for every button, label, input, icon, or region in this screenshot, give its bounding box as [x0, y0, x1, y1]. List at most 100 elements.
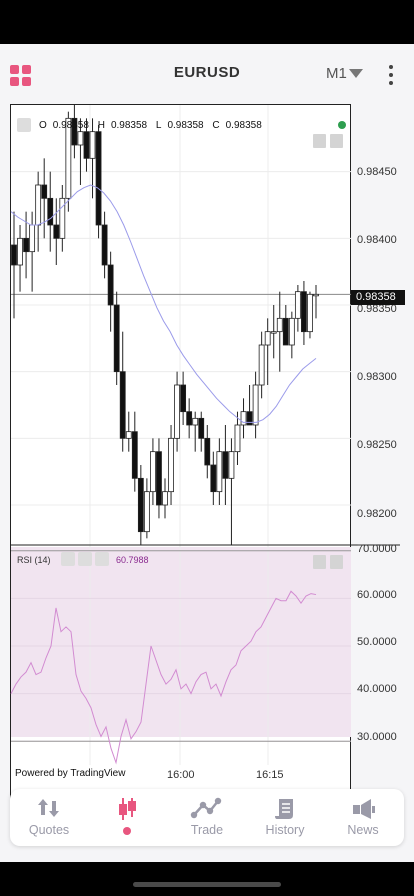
candle-body: [276, 317, 283, 333]
candle-body: [180, 384, 187, 413]
open-value: 0.98358: [52, 120, 89, 131]
candle-body: [107, 264, 114, 306]
price-axis-label: 0.98200: [357, 508, 397, 520]
candle-body: [246, 411, 253, 426]
candle-body: [162, 491, 168, 506]
rsi-down-icon[interactable]: [330, 555, 343, 569]
rsi-label: RSI (14): [17, 555, 51, 565]
price-axis-label: 0.98350: [357, 303, 397, 315]
price-axis-label: 0.98450: [357, 166, 397, 178]
close-label: C: [212, 120, 220, 131]
settings-icon[interactable]: [17, 118, 31, 132]
ohlc-readout: O 0.98358 H 0.98358 L 0.98358 C 0.98358: [39, 120, 262, 131]
candle-body: [71, 117, 78, 146]
rsi-axis-label: 70.0000: [357, 543, 397, 555]
candle-body: [41, 184, 48, 199]
arrow-down-icon[interactable]: [313, 134, 326, 148]
caret-down-icon[interactable]: [349, 69, 363, 78]
candle-body: [186, 411, 193, 426]
moving-average-line: [10, 184, 317, 423]
high-label: H: [97, 120, 105, 131]
rsi-up-icon[interactable]: [313, 555, 326, 569]
tab-history-label: History: [265, 823, 305, 837]
time-axis-label: 16:15: [256, 769, 284, 781]
rsi-axis-label: 40.0000: [357, 683, 397, 695]
tab-news[interactable]: News: [324, 789, 402, 846]
home-indicator: [133, 882, 281, 887]
symbol-title[interactable]: EURUSD: [173, 64, 241, 81]
rsi-close-icon[interactable]: [95, 552, 109, 566]
price-axis-label: 0.98250: [357, 439, 397, 451]
candle-body: [301, 291, 307, 333]
tradingview-branding[interactable]: Powered by TradingView: [15, 768, 126, 779]
candle-body: [95, 131, 102, 226]
candle-body: [264, 331, 271, 346]
candle-body: [222, 451, 229, 479]
candle-body: [65, 117, 72, 199]
tab-quotes[interactable]: Quotes: [10, 789, 88, 846]
history-icon: [275, 799, 293, 819]
candle-body: [119, 371, 126, 439]
rsi-settings-icon[interactable]: [78, 552, 92, 566]
top-bar: EURUSD M1: [0, 44, 414, 104]
candle-body: [204, 437, 211, 466]
candle-body: [17, 237, 23, 266]
candle-body: [11, 244, 17, 266]
candle-body: [252, 384, 259, 426]
candle-body: [101, 224, 108, 266]
candle-body: [125, 431, 132, 439]
candle-body: [282, 317, 289, 346]
rsi-axis-label: 30.0000: [357, 731, 397, 743]
bottom-tab-bar: Quotes Trade: [10, 789, 404, 846]
candle-body: [294, 291, 301, 319]
candle-body: [313, 293, 319, 297]
close-value: 0.98358: [225, 120, 262, 131]
candle-body: [307, 293, 313, 333]
candle-body: [150, 451, 156, 493]
candle-body: [113, 304, 120, 373]
candle-body: [35, 184, 42, 226]
candle-body: [47, 197, 54, 226]
candle-body: [89, 131, 96, 159]
current-price-tag: 0.98358: [351, 290, 405, 305]
candle-body: [288, 317, 295, 346]
arrow-up-icon[interactable]: [330, 134, 343, 148]
candle-body: [59, 197, 66, 239]
trade-icon: [190, 797, 222, 819]
tab-trade-label: Trade: [190, 823, 224, 837]
candle-body: [192, 417, 199, 426]
candle-body: [228, 451, 235, 479]
more-vertical-icon[interactable]: [388, 65, 394, 85]
rsi-axis-label: 50.0000: [357, 636, 397, 648]
candle-body: [216, 451, 223, 493]
timeframe-selector[interactable]: M1: [326, 65, 347, 82]
tab-history[interactable]: History: [246, 789, 324, 846]
candle-body: [131, 431, 138, 479]
quotes-icon: [38, 799, 59, 817]
rsi-line: [10, 590, 317, 765]
open-label: O: [39, 120, 47, 131]
candle-body: [168, 437, 174, 493]
high-value: 0.98358: [110, 120, 148, 131]
news-icon: [353, 799, 375, 819]
active-tab-indicator: [123, 827, 131, 835]
candle-body: [143, 491, 150, 533]
rsi-value: 60.7988: [116, 555, 149, 565]
candle-body: [83, 131, 90, 159]
candle-body: [137, 477, 144, 533]
candle-body: [174, 384, 180, 439]
candle-body: [53, 224, 60, 239]
tab-chart[interactable]: [88, 789, 166, 846]
candle-body: [198, 417, 205, 439]
low-value: 0.98358: [167, 120, 204, 131]
rsi-axis-label: 60.0000: [357, 589, 397, 601]
rsi-band: [11, 547, 351, 737]
tab-news-label: News: [347, 823, 379, 837]
time-axis-label: 16:00: [167, 769, 195, 781]
candle-body: [210, 464, 217, 493]
rsi-visibility-icon[interactable]: [61, 552, 75, 566]
grid-menu-icon[interactable]: [10, 65, 32, 87]
tab-trade[interactable]: Trade: [168, 789, 246, 846]
candle-body: [258, 344, 265, 386]
